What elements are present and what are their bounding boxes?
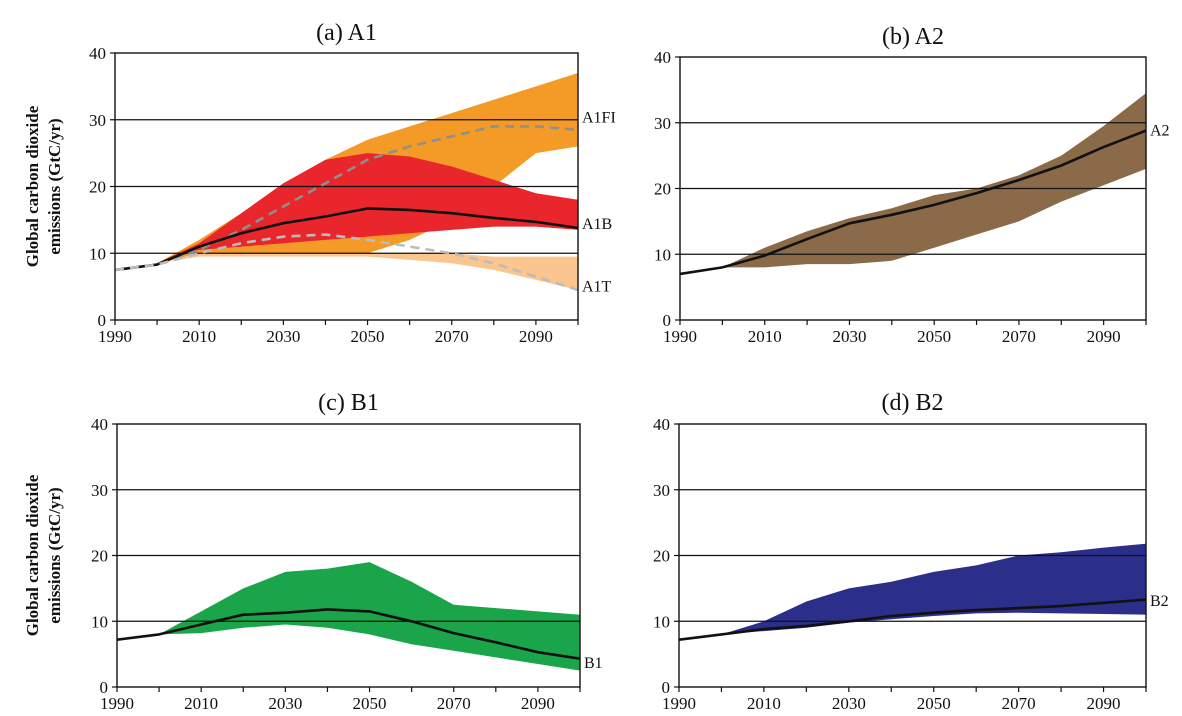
panel-title: (b) A2: [882, 24, 944, 50]
line-a1b: [115, 207, 578, 272]
x-tick-label: 2030: [832, 694, 866, 713]
x-tick-label: 2070: [1002, 327, 1036, 346]
y-tick-label: 0: [100, 678, 109, 697]
line-a1t: [115, 233, 578, 292]
x-tick-label: 2030: [832, 327, 866, 346]
series-label: A1T: [582, 278, 612, 295]
series-label: A1FI: [582, 109, 616, 126]
x-tick-label: 1990: [98, 327, 132, 346]
series-label: B2: [1150, 593, 1169, 610]
y-tick-label: 10: [89, 244, 106, 263]
line-b1: [117, 608, 580, 660]
band-a1t: [115, 253, 578, 290]
x-tick-label: 1990: [662, 694, 696, 713]
y-tick-label: 10: [654, 245, 671, 264]
x-tick-label: 2090: [1087, 327, 1121, 346]
x-tick-label: 2090: [1087, 694, 1121, 713]
band-b2: [679, 543, 1146, 640]
x-tick-label: 2050: [917, 327, 951, 346]
y-tick-label: 30: [91, 481, 108, 500]
band-b1: [117, 562, 580, 671]
line-a2: [680, 129, 1146, 276]
y-tick-label: 20: [89, 178, 106, 197]
x-tick-label: 2050: [353, 694, 387, 713]
y-tick-label: 30: [89, 111, 106, 130]
y-tick-label: 20: [91, 547, 108, 566]
x-tick-label: 2010: [182, 327, 216, 346]
y-tick-label: 30: [654, 114, 671, 133]
y-tick-label: 40: [91, 415, 108, 434]
y-axis-label-line: Global carbon dioxide: [23, 105, 42, 267]
y-tick-label: 20: [653, 547, 670, 566]
y-tick-label: 10: [91, 612, 108, 631]
panel-title: (a) A1: [316, 20, 377, 46]
x-tick-label: 2070: [437, 694, 471, 713]
line-b2: [679, 598, 1146, 641]
y-tick-label: 40: [653, 415, 670, 434]
x-tick-label: 2090: [521, 694, 555, 713]
x-tick-label: 2010: [747, 694, 781, 713]
series-label: B1: [584, 655, 603, 672]
y-axis-label: Global carbon dioxide emissions (GtC/yr): [23, 474, 64, 636]
y-axis-label-line: emissions (GtC/yr): [45, 487, 64, 623]
y-tick-label: 40: [654, 48, 671, 67]
x-tick-label: 1990: [663, 327, 697, 346]
y-axis-label-line: emissions (GtC/yr): [45, 118, 64, 254]
series-label: A2: [1150, 122, 1170, 139]
y-axis-label: Global carbon dioxide emissions (GtC/yr): [23, 105, 64, 267]
panel-title: (d) B2: [882, 390, 944, 416]
x-tick-label: 2010: [748, 327, 782, 346]
y-axis-label-line: Global carbon dioxide: [23, 474, 42, 636]
x-tick-label: 2010: [184, 694, 218, 713]
series-label: A1B: [582, 216, 612, 233]
y-tick-label: 0: [662, 678, 671, 697]
y-tick-label: 30: [653, 481, 670, 500]
y-tick-label: 40: [89, 44, 106, 63]
x-tick-label: 2070: [1002, 694, 1036, 713]
y-tick-label: 10: [653, 612, 670, 631]
x-tick-label: 1990: [100, 694, 134, 713]
plot-area: [115, 73, 578, 292]
x-tick-label: 2070: [435, 327, 469, 346]
y-tick-label: 0: [663, 311, 672, 330]
x-tick-label: 2050: [917, 694, 951, 713]
x-tick-label: 2030: [266, 327, 300, 346]
x-tick-label: 2030: [268, 694, 302, 713]
x-tick-label: 2090: [519, 327, 553, 346]
panel-title: (c) B1: [318, 390, 379, 416]
plot-area: [679, 489, 1146, 641]
plot-area: [680, 93, 1146, 276]
line-a1fi: [115, 125, 578, 272]
y-tick-label: 20: [654, 180, 671, 199]
x-tick-label: 2050: [351, 327, 385, 346]
plot-area: [117, 489, 580, 671]
band-a2: [680, 93, 1146, 274]
y-tick-label: 0: [98, 311, 107, 330]
